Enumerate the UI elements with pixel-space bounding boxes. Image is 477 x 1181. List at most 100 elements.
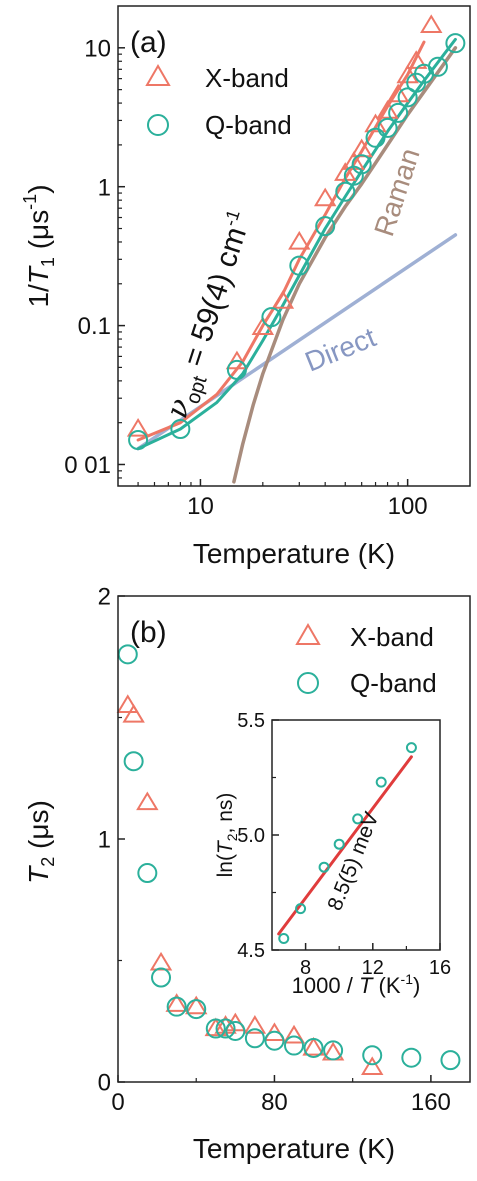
- legend-a-qband-label: Q-band: [205, 110, 292, 140]
- panel-a-xlabel: Temperature (K): [193, 538, 395, 569]
- panel-a-label: (a): [130, 26, 167, 59]
- panel-b-point-q-band: [225, 1020, 246, 1041]
- panel-b-point-q-band: [186, 999, 207, 1020]
- panel-a-point-q-band: [289, 255, 310, 276]
- nu-value: = 59(4) cm: [175, 223, 254, 378]
- nu-superscript: -1: [220, 207, 244, 228]
- iy-unit: , ns): [214, 793, 237, 834]
- legend-b-qband-marker: [297, 672, 319, 694]
- panel-b-point-q-band: [303, 1037, 324, 1058]
- panel-b-ytick-label: 1: [98, 827, 111, 854]
- nu-opt-annotation: νopt = 59(4) cm-1: [158, 207, 263, 424]
- ix-sup: -1: [401, 971, 414, 987]
- inset: 8 12 164.55.05.5 8.5(5) meV 1000 / T (K-1)…: [214, 710, 451, 998]
- inset-xtick-label: 12: [362, 957, 384, 979]
- panel-b-point-x-band: [149, 951, 173, 971]
- panel-a-ytick-label: 0.1: [78, 313, 111, 340]
- panel-b-point-q-band: [166, 996, 187, 1017]
- ix-close: ): [413, 973, 420, 998]
- panel-a-point-q-band: [128, 430, 149, 451]
- legend-a-xband-marker: [145, 64, 171, 86]
- inset-ytick-label: 4.5: [237, 940, 265, 962]
- panel-b-point-q-band: [215, 1018, 236, 1039]
- panel-a-point-q-band: [315, 216, 336, 237]
- panel-b-point-q-band: [284, 1035, 304, 1056]
- panel-b-point-q-band: [440, 1050, 461, 1071]
- panel-b-point-x-band: [302, 1036, 325, 1056]
- fit-line-1: [136, 37, 457, 451]
- ya-prefix: 1/: [23, 284, 54, 308]
- legend-b-qband-label: Q-band: [350, 668, 437, 698]
- yb-unit: (μs): [23, 800, 54, 857]
- ix-pre: 1000 /: [292, 973, 359, 998]
- panel-b-point-x-band: [165, 993, 188, 1012]
- panel-a-xtick-label: 10: [187, 493, 214, 520]
- panel-b-xtick-label: 80: [261, 1089, 288, 1116]
- legend-a-qband-marker: [147, 114, 169, 136]
- inset-xtick-label: 8: [300, 957, 311, 979]
- ya-unit: (μs: [23, 210, 54, 257]
- panel-a-point-q-band: [170, 419, 191, 440]
- panel-b-point-x-band: [243, 1015, 267, 1034]
- ya-close: ): [23, 184, 54, 193]
- inset-xlabel: 1000 / T (K-1): [292, 971, 421, 998]
- panel-a-point-q-band: [397, 87, 418, 108]
- yb-sub: 2: [38, 857, 58, 867]
- panel-a-ytick-label: 10: [84, 35, 111, 62]
- panel-b-point-x-band: [185, 995, 208, 1015]
- panel-a-point-x-band: [386, 83, 410, 103]
- panel-b-ylabel: T2 (μs): [23, 800, 58, 884]
- panel-a-frame: [117, 5, 471, 487]
- inset-point: [375, 776, 387, 788]
- panel-b-point-x-band: [361, 1056, 384, 1076]
- panel-b-point-q-band: [123, 751, 144, 772]
- panel-a-point-x-band: [288, 230, 311, 250]
- panel-b-point-x-band: [122, 703, 145, 723]
- panel-a-point-q-band: [365, 127, 386, 148]
- yb-italic: T: [23, 865, 54, 884]
- iy-italic: T: [214, 839, 237, 854]
- panel-a-point-q-band: [351, 154, 372, 175]
- panel-b-point-q-band: [137, 863, 158, 884]
- inset-point: [352, 813, 364, 825]
- inset-point: [278, 933, 290, 944]
- fit-line-0: [136, 40, 426, 442]
- panel-b-point-q-band: [205, 1018, 226, 1039]
- panel-b-xtick-label: 160: [411, 1089, 451, 1116]
- panel-a-point-x-band: [126, 417, 150, 437]
- panel-b-xtick-label: 0: [111, 1089, 124, 1116]
- legend-b-xband-label: X-band: [350, 622, 434, 652]
- legend-b: X-band Q-band: [295, 622, 437, 698]
- inset-ylabel: ln(T2, ns): [214, 793, 240, 878]
- panel-a-point-x-band: [271, 290, 295, 309]
- inset-ytick-label: 5.5: [237, 710, 265, 732]
- panel-a-point-x-band: [420, 14, 443, 34]
- panel-a-point-q-band: [335, 181, 356, 202]
- panel-b-point-x-band: [282, 1024, 306, 1044]
- panel-b-ytick-label: 2: [98, 584, 111, 611]
- panel-b-point-q-band: [323, 1040, 344, 1061]
- inset-point: [405, 742, 417, 754]
- inset-point: [318, 861, 330, 873]
- panel-b-ytick-label: 0: [98, 1070, 111, 1097]
- inset-point: [295, 903, 307, 915]
- ya-sub: 1: [38, 257, 58, 267]
- panel-a-point-q-band: [445, 33, 466, 54]
- panel-a-point-q-band: [427, 56, 448, 77]
- panel-b-point-x-band: [136, 791, 159, 811]
- panel-b-point-q-band: [264, 1030, 285, 1051]
- panel-b-point-x-band: [116, 694, 139, 713]
- legend-b-xband-marker: [295, 623, 321, 645]
- panel-a-ytick-label: 0 01: [64, 452, 111, 479]
- panel-a-ylabel: 1/T1 (μs-1): [20, 184, 58, 307]
- panel-b-point-q-band: [117, 644, 138, 665]
- panel-a-point-q-band: [377, 117, 398, 138]
- panel-a-xtick-label: 100: [388, 493, 428, 520]
- panel-a-ytick-label: 1: [98, 174, 111, 201]
- panel-a-point-x-band: [225, 350, 249, 370]
- ya-italic: T: [23, 265, 54, 284]
- iy-sub: 2: [224, 833, 240, 841]
- inset-point: [333, 838, 345, 850]
